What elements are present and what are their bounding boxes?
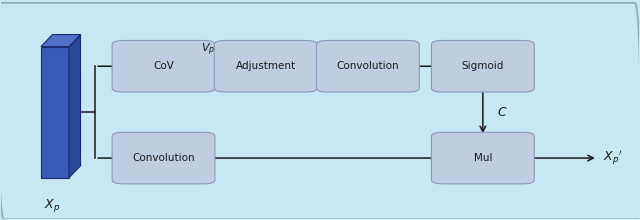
Polygon shape: [41, 35, 81, 47]
Polygon shape: [69, 35, 81, 178]
Text: Convolution: Convolution: [337, 61, 399, 71]
Text: $X_p{'}$: $X_p{'}$: [603, 149, 622, 167]
Text: Sigmoid: Sigmoid: [461, 61, 504, 71]
Text: $C$: $C$: [497, 106, 508, 119]
FancyBboxPatch shape: [431, 132, 534, 184]
FancyBboxPatch shape: [112, 132, 215, 184]
Text: Adjustment: Adjustment: [236, 61, 296, 71]
FancyBboxPatch shape: [431, 40, 534, 92]
Polygon shape: [41, 47, 69, 178]
FancyBboxPatch shape: [112, 40, 215, 92]
Text: Convolution: Convolution: [132, 153, 195, 163]
Text: $X_p$: $X_p$: [44, 197, 60, 214]
FancyBboxPatch shape: [317, 40, 419, 92]
Text: Mul: Mul: [474, 153, 492, 163]
Text: $V_p$: $V_p$: [201, 41, 215, 57]
FancyBboxPatch shape: [214, 40, 317, 92]
Text: CoV: CoV: [153, 61, 174, 71]
